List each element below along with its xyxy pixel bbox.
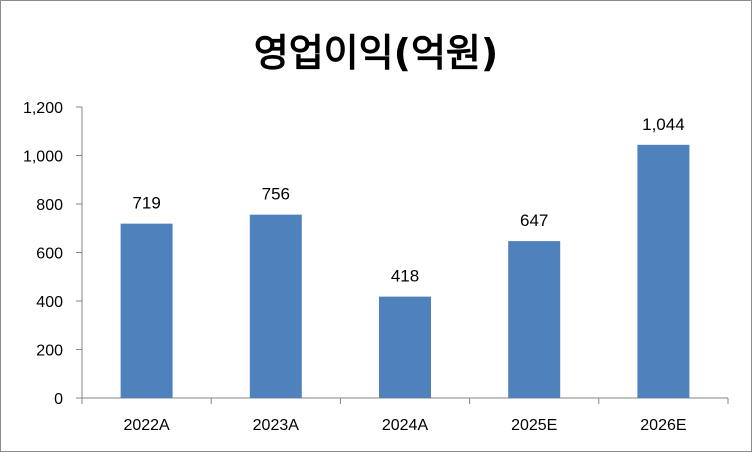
- y-tick-label: 400: [36, 294, 63, 311]
- y-tick-label: 200: [36, 343, 63, 360]
- data-label: 756: [262, 185, 290, 204]
- y-tick-label: 600: [36, 246, 63, 263]
- bar-2022A: [120, 223, 173, 398]
- x-axis: 2022A 2023A 2024A 2025E 2026E: [81, 397, 729, 434]
- x-tick-label: 2023A: [253, 417, 300, 434]
- chart-title: 영업이익(억원): [253, 31, 499, 75]
- x-tick-label: 2025E: [511, 417, 557, 434]
- y-tick-label: 800: [36, 197, 63, 214]
- y-tick-label: 0: [54, 391, 63, 408]
- x-tick-label: 2024A: [382, 417, 429, 434]
- data-label: 647: [520, 211, 548, 230]
- data-label: 1,044: [642, 115, 685, 134]
- y-tick-label: 1,000: [23, 149, 63, 166]
- bar-series: [120, 144, 690, 398]
- y-axis: 0 200 400 600 800 1,000 1,200: [23, 100, 83, 408]
- bar-2026E: [637, 144, 690, 398]
- bar-2025E: [508, 241, 561, 398]
- x-tick-label: 2026E: [640, 417, 686, 434]
- data-label: 719: [132, 194, 160, 213]
- data-label: 418: [391, 267, 419, 286]
- bar-2023A: [249, 214, 302, 398]
- bar-2024A: [379, 296, 431, 398]
- data-labels: 719 756 418 647 1,044: [132, 115, 684, 286]
- x-tick-label: 2022A: [123, 417, 170, 434]
- y-tick-label: 1,200: [23, 100, 63, 117]
